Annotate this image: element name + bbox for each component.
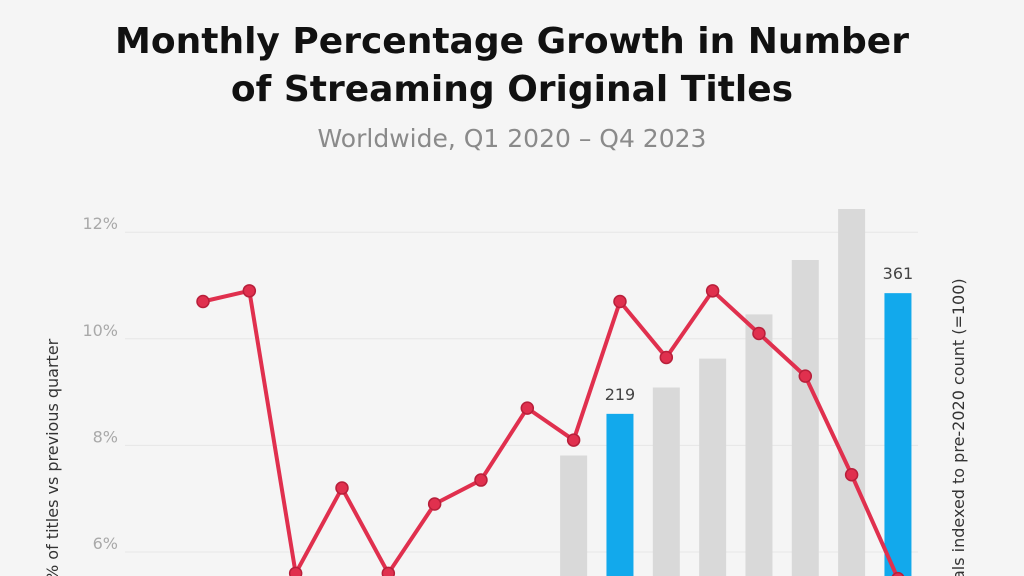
bar bbox=[745, 314, 773, 576]
y-axis-ticks: 6% 8% 10% 12% bbox=[82, 214, 118, 553]
line-point bbox=[891, 571, 905, 576]
line-series bbox=[196, 284, 905, 576]
line-point bbox=[844, 467, 859, 482]
line-point bbox=[381, 566, 396, 576]
line-point bbox=[196, 294, 210, 309]
line-point bbox=[474, 473, 488, 487]
line-point bbox=[705, 284, 720, 298]
line-point bbox=[242, 284, 257, 298]
line-point bbox=[752, 326, 766, 341]
y-axis-right-label: als indexed to pre-2020 count (=100) bbox=[949, 278, 968, 576]
bar-series bbox=[560, 209, 912, 576]
bar-value-label: 361 bbox=[883, 264, 914, 283]
y-axis-left-label: % of titles vs previous quarter bbox=[43, 338, 62, 576]
y-tick-label: 12% bbox=[82, 214, 118, 233]
line-point bbox=[520, 401, 535, 415]
chart-title: Monthly Percentage Growth in Number of S… bbox=[0, 18, 1024, 114]
y-tick-label: 8% bbox=[93, 427, 118, 446]
chart-title-line-2: of Streaming Original Titles bbox=[230, 69, 794, 110]
bar bbox=[791, 260, 819, 576]
bar bbox=[652, 387, 680, 576]
data-labels: 219 361 bbox=[605, 264, 914, 404]
line-point bbox=[566, 433, 581, 447]
line-series-path bbox=[201, 288, 899, 576]
chart-title-line-1: Monthly Percentage Growth in Number bbox=[115, 21, 909, 62]
y-tick-label: 6% bbox=[93, 534, 118, 553]
bar-value-label: 219 bbox=[605, 385, 636, 404]
line-point bbox=[613, 294, 627, 309]
line-point bbox=[335, 481, 349, 495]
bar bbox=[606, 413, 634, 576]
chart-subtitle: Worldwide, Q1 2020 – Q4 2023 bbox=[317, 124, 707, 153]
bar bbox=[884, 293, 912, 576]
bar bbox=[838, 209, 866, 576]
y-tick-label: 10% bbox=[82, 321, 118, 340]
bar bbox=[560, 455, 588, 576]
bar bbox=[699, 358, 727, 576]
line-point bbox=[659, 350, 674, 365]
line-point bbox=[427, 497, 442, 511]
line-point bbox=[798, 369, 813, 383]
line-point bbox=[288, 566, 303, 576]
